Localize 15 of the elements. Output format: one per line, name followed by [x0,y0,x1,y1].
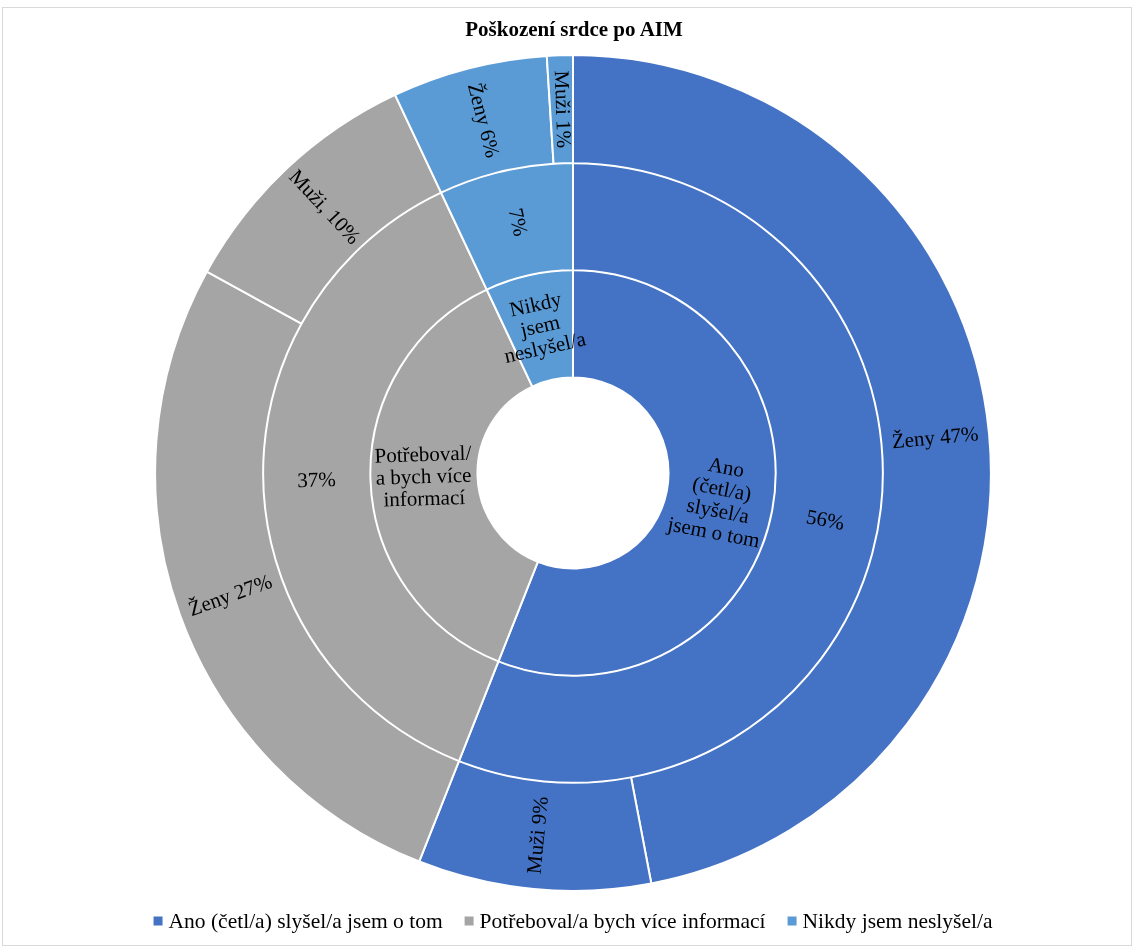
data-label: Ano (četl/a) slyšel/a jsem o tom [664,451,762,553]
data-label: Muži 9% [521,795,553,875]
data-label: 37% [296,466,337,493]
data-label: Potřeboval/a bych více informací [374,440,472,512]
data-label: Ženy 6% [462,80,506,161]
legend-label: Nikdy jsem neslyšel/a [802,908,993,933]
data-label: 56% [804,504,847,536]
data-label: Ženy 47% [890,421,980,454]
legend-label: Ano (četl/a) slyšel/a jsem o tom [168,908,443,933]
data-label: Muži 1% [549,70,577,149]
data-label: Ženy 27% [185,568,276,621]
chart-title: Poškození srdce po AIM [465,17,683,42]
legend-label: Potřeboval/a bych více informací [479,908,766,933]
data-label: 7% [503,205,534,239]
data-label: Nikdy jsem neslyšel/a [501,286,589,368]
